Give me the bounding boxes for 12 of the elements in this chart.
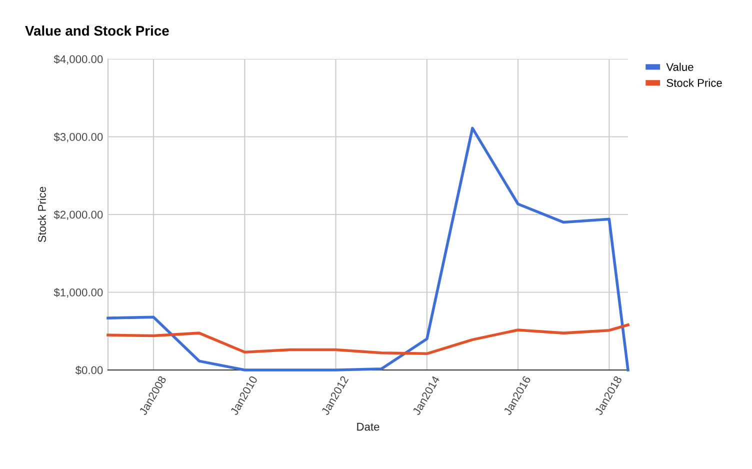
- y-tick-label: $3,000.00: [54, 132, 103, 142]
- y-tick-label: $4,000.00: [54, 54, 103, 64]
- x-axis-title: Date: [357, 422, 380, 431]
- line-series: [106, 126, 630, 372]
- y-tick-label: $2,000.00: [54, 210, 103, 220]
- y-tick-label: $0.00: [75, 366, 103, 375]
- legend-label: Value: [666, 62, 694, 71]
- legend-label: Stock Price: [666, 78, 722, 87]
- line-series: [106, 324, 630, 356]
- y-tick-label: $1,000.00: [54, 288, 103, 298]
- chart-title: Value and Stock Price: [25, 26, 169, 36]
- y-axis-title: Stock Price: [38, 186, 46, 242]
